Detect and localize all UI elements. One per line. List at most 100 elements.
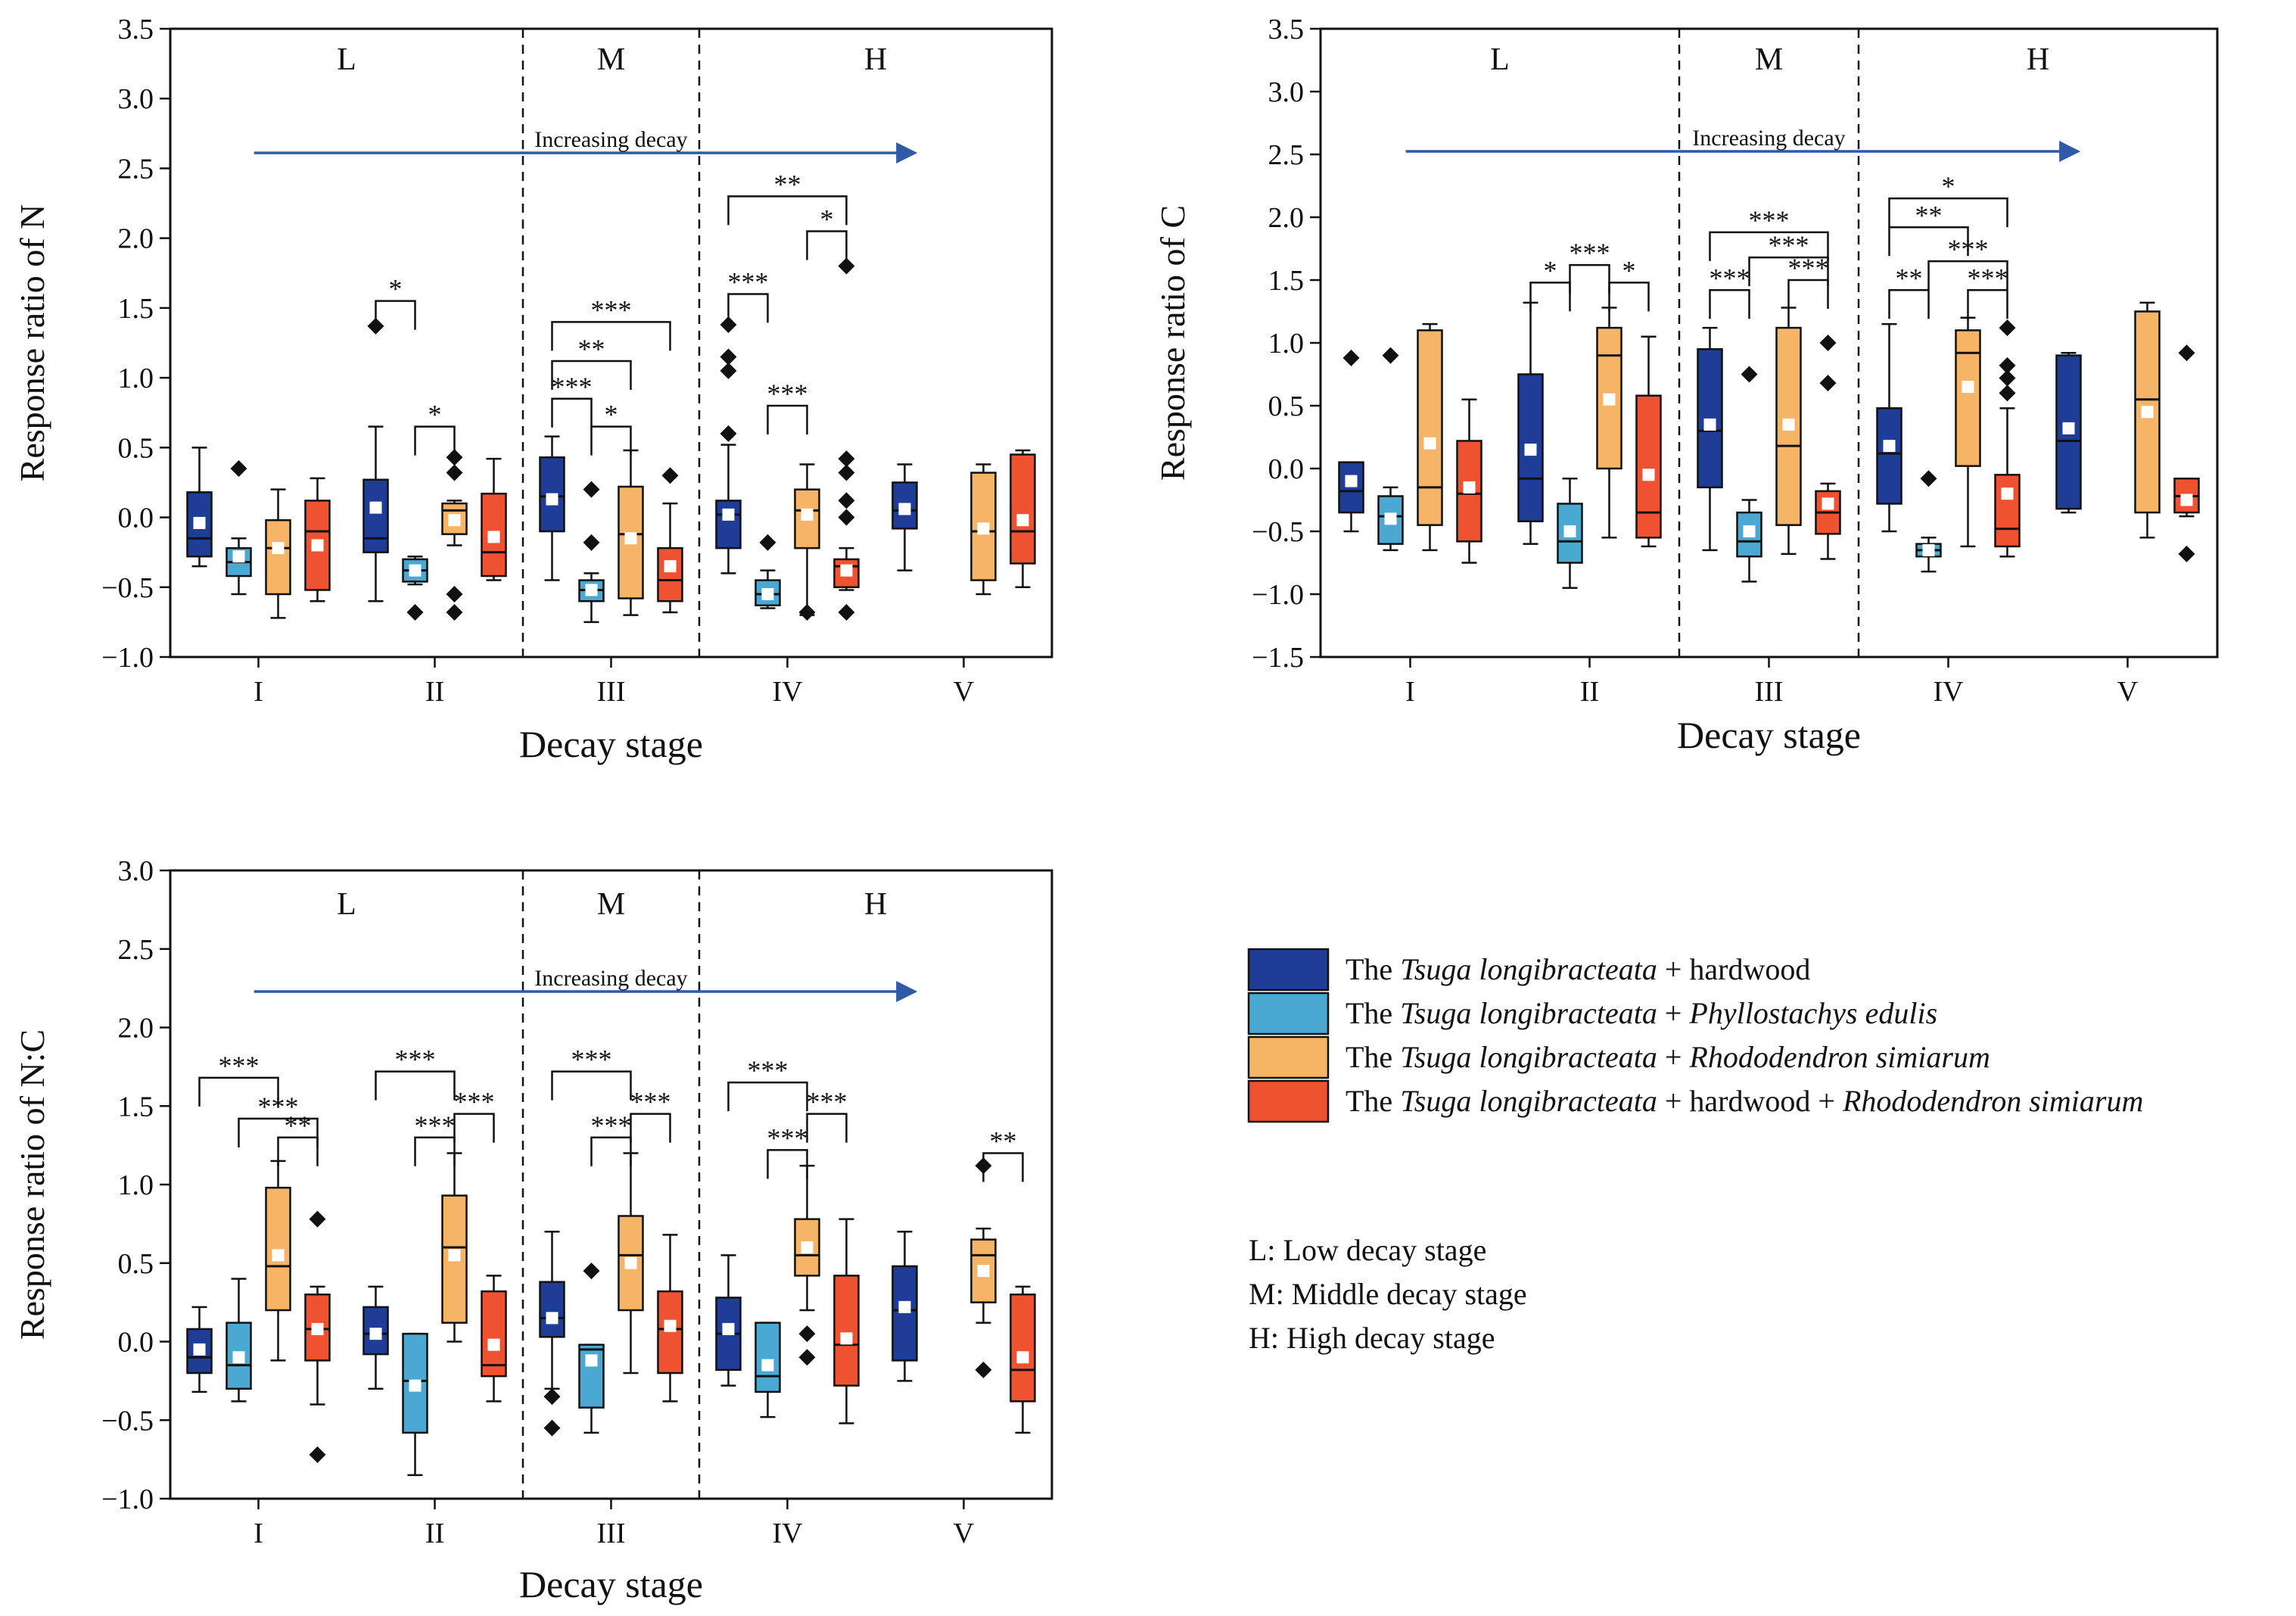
box-rhododendron bbox=[441, 449, 468, 621]
significance-label: *** bbox=[807, 1087, 848, 1117]
box-hardwood_rhodo bbox=[1456, 398, 1482, 564]
significance-bracket bbox=[590, 1136, 632, 1166]
box-rhododendron bbox=[441, 1152, 468, 1343]
box-rhododendron bbox=[794, 1164, 820, 1366]
y-tick-label: 0.5 bbox=[118, 1248, 154, 1280]
significance-bracket bbox=[1569, 263, 1610, 294]
significance-bracket bbox=[1529, 282, 1571, 312]
legend-label: The Tsuga longibracteata + Phyllostachys… bbox=[1346, 996, 1937, 1030]
plot-frame bbox=[169, 27, 1053, 659]
outlier-point bbox=[446, 449, 463, 466]
significance-bracket bbox=[1709, 289, 1750, 319]
y-tick-label: 3.5 bbox=[1268, 14, 1305, 45]
box-body bbox=[1994, 474, 2021, 548]
significance-bracket bbox=[806, 230, 848, 260]
significance-label: *** bbox=[258, 1091, 299, 1122]
significance-label: ** bbox=[990, 1126, 1017, 1157]
box-hardwood_rhodo bbox=[481, 457, 507, 581]
y-axis-title: Response ratio of C bbox=[1153, 205, 1192, 481]
zone-label-M: M bbox=[597, 887, 625, 922]
mean-marker bbox=[1524, 444, 1537, 456]
mean-marker bbox=[1703, 418, 1716, 431]
box-rhododendron bbox=[1596, 307, 1622, 539]
mean-marker bbox=[272, 1249, 285, 1262]
zone-label-L: L bbox=[337, 42, 356, 77]
mean-marker bbox=[487, 531, 500, 543]
mean-marker bbox=[624, 1256, 637, 1269]
significance-label: *** bbox=[728, 266, 769, 297]
x-tick-label: II bbox=[425, 1518, 444, 1549]
box-phyllostachys bbox=[578, 481, 605, 624]
x-tick-label: V bbox=[954, 676, 975, 708]
mean-marker bbox=[664, 560, 677, 573]
y-axis-title: Response ratio of N:C bbox=[13, 1029, 51, 1340]
box-body bbox=[1417, 329, 1443, 526]
x-axis-title: Decay stage bbox=[519, 1563, 703, 1605]
significance-label: ** bbox=[774, 169, 801, 199]
significance-label: *** bbox=[552, 372, 593, 402]
mean-marker bbox=[761, 588, 774, 600]
outlier-point bbox=[838, 492, 855, 509]
significance-bracket bbox=[551, 1070, 632, 1101]
significance-label: *** bbox=[767, 1122, 808, 1153]
zone-label-H: H bbox=[2027, 42, 2049, 77]
stage-note: H: High decay stage bbox=[1249, 1321, 1495, 1355]
outlier-point bbox=[720, 362, 737, 379]
chart-panels: −1.0−0.50.00.51.01.52.02.53.03.5I II III IV… bbox=[13, 14, 2219, 1605]
box-hardwood_rhodo bbox=[1010, 1285, 1036, 1434]
stage-note: L: Low decay stage bbox=[1249, 1233, 1486, 1267]
increasing-decay-label: Increasing decay bbox=[534, 127, 687, 152]
mean-marker bbox=[1603, 393, 1616, 406]
y-tick-label: −1.0 bbox=[101, 642, 154, 674]
mean-marker bbox=[1962, 381, 1974, 394]
outlier-point bbox=[583, 481, 600, 498]
panel-NC: −1.0−0.50.00.51.01.52.02.53.0I II III IV VL M… bbox=[13, 855, 1053, 1605]
significance-bracket bbox=[1967, 289, 2008, 319]
x-tick-label: IV bbox=[772, 676, 803, 708]
outlier-point bbox=[543, 1388, 561, 1406]
mean-marker bbox=[801, 508, 814, 521]
legend-species: Rhododendron simiarum bbox=[1688, 1040, 1990, 1074]
y-tick-label: 3.5 bbox=[118, 14, 154, 45]
box-hardwood bbox=[539, 435, 565, 581]
significance-label: ** bbox=[1915, 200, 1943, 230]
x-tick-label: I bbox=[254, 676, 263, 708]
significance-bracket bbox=[551, 397, 593, 428]
outlier-point bbox=[2178, 344, 2195, 362]
box-hardwood_rhodo bbox=[657, 1234, 683, 1403]
mean-marker bbox=[664, 1319, 677, 1332]
box-phyllostachys bbox=[1915, 470, 1942, 573]
significance-label: ** bbox=[285, 1110, 312, 1141]
box-phyllostachys bbox=[754, 1322, 781, 1418]
panel-N: −1.0−0.50.00.51.01.52.02.53.03.5I II III IV… bbox=[13, 14, 1053, 765]
box-body bbox=[481, 492, 507, 578]
outlier-point bbox=[759, 534, 776, 551]
significance-label: *** bbox=[1570, 238, 1610, 268]
significance-label: *** bbox=[1749, 205, 1790, 235]
legend-genus: Tsuga longibracteata bbox=[1400, 952, 1657, 986]
significance-label: * bbox=[428, 400, 442, 430]
mean-marker bbox=[1743, 525, 1756, 537]
mean-marker bbox=[585, 584, 598, 596]
zone-label-H: H bbox=[864, 42, 887, 77]
mean-marker bbox=[840, 564, 853, 577]
box-hardwood bbox=[1517, 301, 1544, 545]
box-hardwood_rhodo bbox=[657, 467, 683, 614]
y-tick-label: 2.5 bbox=[118, 934, 154, 966]
significance-label: *** bbox=[1710, 263, 1750, 293]
mean-marker bbox=[2180, 494, 2193, 506]
significance-label: * bbox=[1544, 255, 1557, 285]
box-body bbox=[539, 1281, 565, 1338]
significance-label: *** bbox=[1948, 234, 1989, 264]
outlier-point bbox=[838, 450, 855, 468]
box-body bbox=[1955, 329, 1981, 467]
legend-prefix: The bbox=[1346, 952, 1400, 986]
mean-marker bbox=[722, 508, 735, 521]
mean-marker bbox=[898, 503, 911, 515]
mean-marker bbox=[272, 542, 285, 555]
mean-marker bbox=[232, 1351, 245, 1364]
y-tick-label: −1.0 bbox=[101, 1484, 154, 1515]
outlier-point bbox=[838, 464, 855, 481]
x-tick-label: IV bbox=[772, 1518, 803, 1549]
significance-bracket bbox=[277, 1136, 319, 1166]
